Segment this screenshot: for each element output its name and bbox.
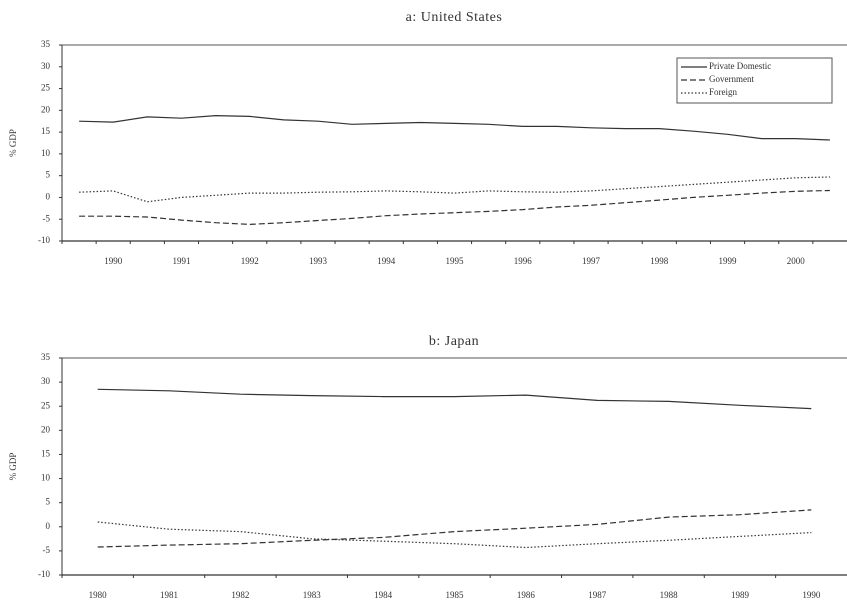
x-tick-label: 1995 bbox=[446, 256, 465, 266]
series-line bbox=[79, 176, 830, 203]
y-tick-label: 0 bbox=[46, 192, 51, 202]
x-tick-label: 1981 bbox=[160, 590, 178, 600]
x-tick-label: 1980 bbox=[89, 590, 108, 600]
y-tick-label: -5 bbox=[43, 545, 51, 555]
legend-label: Foreign bbox=[709, 87, 737, 97]
x-tick-label: 1994 bbox=[377, 256, 396, 266]
y-tick-label: 25 bbox=[41, 400, 51, 410]
x-tick-label: 2000 bbox=[787, 256, 806, 266]
x-tick-label: 1993 bbox=[309, 256, 328, 266]
y-axis-label: % GDP bbox=[8, 129, 18, 157]
y-tick-label: 5 bbox=[46, 497, 51, 507]
x-tick-label: 1991 bbox=[172, 256, 190, 266]
x-tick-label: 1987 bbox=[588, 590, 607, 600]
x-tick-label: 1985 bbox=[446, 590, 465, 600]
y-tick-label: 15 bbox=[41, 449, 51, 459]
x-tick-label: 1989 bbox=[731, 590, 750, 600]
x-tick-label: 1996 bbox=[514, 256, 533, 266]
series-line bbox=[79, 189, 830, 226]
series-line bbox=[79, 114, 830, 141]
y-tick-label: 20 bbox=[41, 104, 51, 114]
y-tick-label: 20 bbox=[41, 424, 51, 434]
x-tick-label: 1997 bbox=[582, 256, 601, 266]
chart-title: b: Japan bbox=[429, 334, 479, 349]
x-tick-label: 1983 bbox=[303, 590, 322, 600]
x-tick-label: 1986 bbox=[517, 590, 536, 600]
x-tick-label: 1988 bbox=[660, 590, 679, 600]
y-tick-label: -10 bbox=[38, 569, 50, 579]
y-tick-label: 10 bbox=[41, 473, 51, 483]
series-line bbox=[97, 388, 812, 410]
y-tick-label: 5 bbox=[46, 170, 51, 180]
y-tick-label: 35 bbox=[41, 39, 51, 49]
series-line bbox=[97, 509, 812, 548]
chart-title: a: United States bbox=[406, 10, 503, 25]
y-tick-label: 15 bbox=[41, 126, 51, 136]
x-tick-label: 1990 bbox=[802, 590, 821, 600]
y-tick-label: 25 bbox=[41, 83, 51, 93]
y-tick-label: -10 bbox=[38, 235, 50, 245]
x-tick-label: 1998 bbox=[650, 256, 669, 266]
legend-label: Government bbox=[709, 74, 754, 84]
series-line bbox=[97, 521, 812, 549]
x-tick-label: 1982 bbox=[231, 590, 249, 600]
legend-label: Private Domestic bbox=[709, 61, 771, 71]
x-tick-label: 1990 bbox=[104, 256, 123, 266]
x-tick-label: 1984 bbox=[374, 590, 393, 600]
x-tick-label: 1992 bbox=[241, 256, 259, 266]
y-axis-label: % GDP bbox=[8, 453, 18, 481]
y-tick-label: 0 bbox=[46, 521, 51, 531]
y-tick-label: -5 bbox=[43, 213, 51, 223]
y-tick-label: 35 bbox=[41, 352, 51, 362]
y-tick-label: 10 bbox=[41, 148, 51, 158]
x-tick-label: 1999 bbox=[719, 256, 738, 266]
y-tick-label: 30 bbox=[41, 61, 51, 71]
y-tick-label: 30 bbox=[41, 376, 51, 386]
